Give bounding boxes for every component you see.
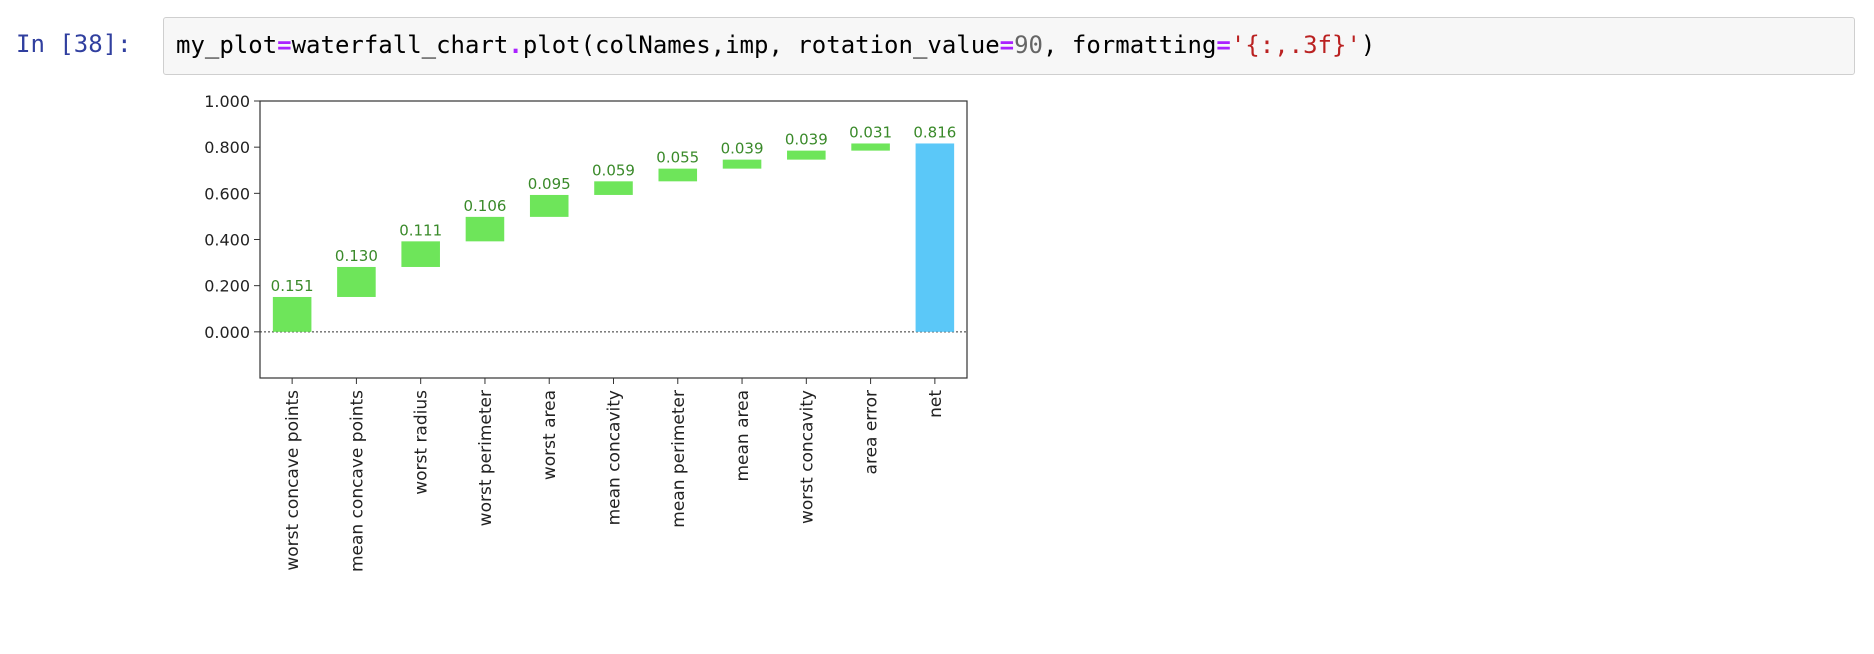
data-label: 0.106 xyxy=(463,197,506,215)
waterfall-bar xyxy=(658,168,698,182)
data-label: 0.816 xyxy=(913,123,956,141)
waterfall-bar xyxy=(851,143,890,151)
x-tick-label: worst concavity xyxy=(797,390,817,524)
waterfall-bar xyxy=(529,194,569,217)
data-label: 0.111 xyxy=(399,221,442,239)
x-tick-label: worst area xyxy=(540,390,560,480)
code-token: = xyxy=(277,31,292,59)
waterfall-bar xyxy=(722,159,762,169)
x-tick-label: mean concave points xyxy=(347,390,367,572)
code-token: plot(colNames,imp, rotation_value xyxy=(522,31,1000,59)
data-label: 0.095 xyxy=(528,175,571,193)
code-token: my_plot xyxy=(176,31,278,59)
waterfall-chart: 1.000 0.800 0.600 0.400 0.200 0.000 0.151 worst… xyxy=(204,92,968,572)
code-token: . xyxy=(508,31,523,59)
code-line[interactable]: my_plot=waterfall_chart.plot(colNames,im… xyxy=(176,31,1375,59)
x-tick-label: mean perimeter xyxy=(669,390,689,528)
input-prompt: In [38]: xyxy=(16,30,132,58)
x-tick-label: worst concave points xyxy=(283,390,303,571)
data-label: 0.031 xyxy=(849,123,892,141)
waterfall-bar xyxy=(465,216,505,242)
y-tick-label: 0.000 xyxy=(204,323,250,342)
y-tick-label: 0.200 xyxy=(204,277,250,296)
y-tick-label: 0.600 xyxy=(204,184,250,203)
x-tick-label: net xyxy=(926,390,946,418)
data-label: 0.130 xyxy=(335,247,378,265)
y-tick-label: 0.800 xyxy=(204,138,250,157)
code-token: ) xyxy=(1360,31,1376,59)
code-token: '{:,.3f}' xyxy=(1230,31,1361,59)
x-tick-label: worst radius xyxy=(412,390,432,495)
waterfall-bar xyxy=(915,143,955,332)
x-tick-label: mean concavity xyxy=(605,390,625,525)
data-label: 0.039 xyxy=(785,131,828,149)
output-area: 1.000 0.800 0.600 0.400 0.200 0.000 0.151 worst… xyxy=(170,92,1030,645)
waterfall-bar xyxy=(401,241,440,267)
code-input-area[interactable]: my_plot=waterfall_chart.plot(colNames,im… xyxy=(163,17,1855,75)
data-label: 0.059 xyxy=(592,161,635,179)
x-tick-label: mean area xyxy=(733,390,753,482)
plot-frame xyxy=(259,100,968,379)
code-token: waterfall_chart xyxy=(291,31,509,59)
data-label: 0.039 xyxy=(721,140,764,158)
waterfall-bar xyxy=(594,181,633,195)
waterfall-bar xyxy=(787,150,826,160)
data-label: 0.151 xyxy=(271,277,314,295)
waterfall-bar xyxy=(337,266,376,297)
y-tick-label: 1.000 xyxy=(204,95,250,111)
data-label: 0.055 xyxy=(656,149,699,167)
x-tick-label: worst perimeter xyxy=(476,390,496,526)
x-tick-label: area error xyxy=(862,390,882,474)
y-tick-label: 0.400 xyxy=(204,231,250,250)
code-token: = xyxy=(999,31,1015,59)
waterfall-bar xyxy=(272,296,312,332)
code-token: = xyxy=(1216,31,1231,59)
code-token: 90 xyxy=(1014,31,1043,59)
code-token: , formatting xyxy=(1043,31,1217,59)
